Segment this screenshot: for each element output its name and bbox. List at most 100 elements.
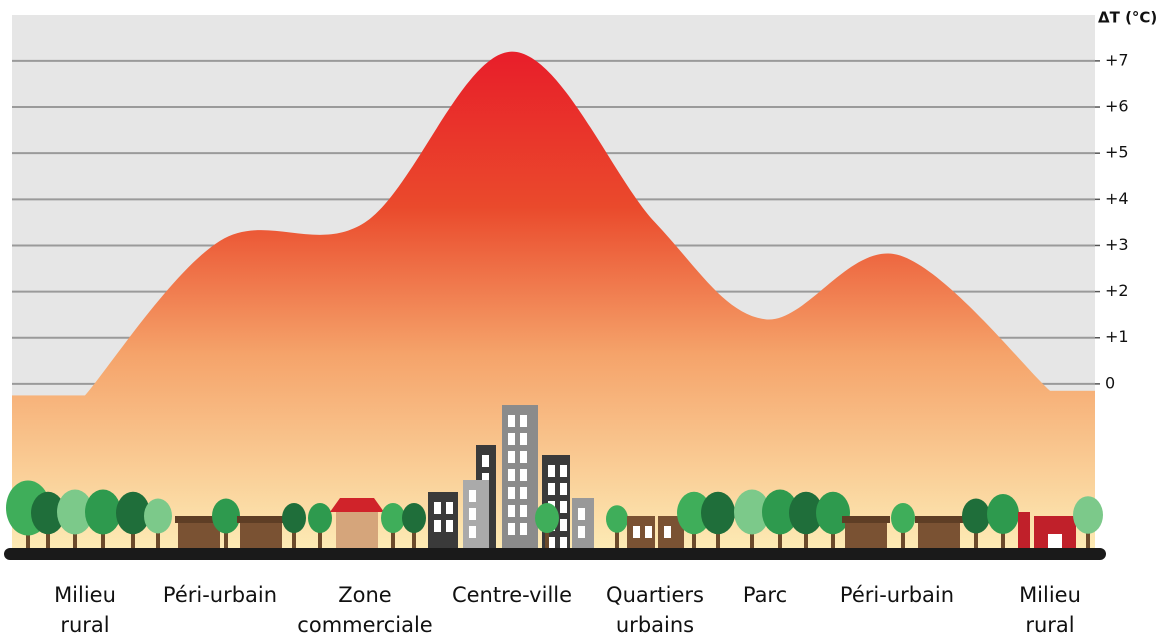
tree: [85, 489, 121, 535]
tree-trunk: [412, 530, 416, 550]
tree-trunk: [224, 530, 228, 550]
tree-trunk: [716, 530, 720, 550]
building: [572, 498, 594, 550]
tree: [116, 491, 150, 535]
window: [508, 415, 515, 427]
window: [469, 508, 476, 520]
barn-door: [1048, 534, 1062, 550]
window: [520, 433, 527, 445]
window: [434, 520, 441, 532]
window: [578, 526, 585, 538]
window: [520, 523, 527, 535]
window: [520, 487, 527, 499]
window: [469, 490, 476, 502]
tree: [308, 503, 332, 533]
tree: [789, 491, 823, 535]
tree: [1073, 496, 1103, 534]
window: [482, 473, 489, 485]
window: [508, 523, 515, 535]
window: [560, 537, 567, 549]
tree-trunk: [831, 530, 835, 550]
tree: [891, 503, 915, 533]
tree-trunk: [73, 530, 77, 550]
tree: [402, 503, 426, 533]
x-category-label: Parc: [742, 583, 788, 607]
window: [633, 526, 640, 538]
window: [578, 508, 585, 520]
tree: [212, 498, 240, 534]
window: [560, 465, 567, 477]
tree: [31, 491, 65, 535]
window: [645, 526, 652, 538]
y-tick-label: +6: [1105, 97, 1129, 116]
tree-trunk: [292, 530, 296, 550]
house-roof: [842, 516, 890, 523]
tree-trunk: [692, 530, 696, 550]
tree-trunk: [101, 530, 105, 550]
tree-trunk: [131, 530, 135, 550]
x-category-label: Péri-urbain: [162, 583, 278, 607]
window: [548, 483, 555, 495]
tree-trunk: [615, 530, 619, 550]
house: [918, 522, 960, 550]
tree-trunk: [545, 530, 549, 550]
y-tick-label: +5: [1105, 143, 1129, 162]
window: [446, 520, 453, 532]
window: [508, 469, 515, 481]
tree: [762, 489, 798, 535]
tree-trunk: [391, 530, 395, 550]
tree-trunk: [156, 530, 160, 550]
window: [548, 465, 555, 477]
tree: [144, 498, 172, 534]
shop: [336, 512, 378, 550]
y-tick-label: 0: [1105, 373, 1115, 392]
window: [508, 487, 515, 499]
window: [520, 415, 527, 427]
house-roof: [915, 516, 963, 523]
house-roof: [237, 516, 285, 523]
window: [560, 483, 567, 495]
y-tick-label: +2: [1105, 281, 1129, 300]
window: [520, 469, 527, 481]
x-category-label: Zone commerciale: [297, 583, 433, 637]
window: [469, 526, 476, 538]
house: [178, 522, 220, 550]
window: [446, 502, 453, 514]
tree: [701, 491, 735, 535]
tree: [987, 494, 1019, 534]
window: [548, 537, 555, 549]
building: [428, 492, 458, 550]
tree: [57, 489, 93, 535]
tree: [282, 503, 306, 533]
tree: [535, 503, 559, 533]
tree: [381, 503, 405, 533]
window: [520, 451, 527, 463]
window: [434, 502, 441, 514]
window: [508, 433, 515, 445]
tree: [734, 489, 770, 535]
tree: [816, 491, 850, 535]
y-tick-label: +3: [1105, 235, 1129, 254]
tree: [962, 498, 990, 534]
tree-trunk: [26, 530, 30, 550]
shop-roof: [330, 498, 384, 512]
tree-trunk: [901, 530, 905, 550]
window: [482, 455, 489, 467]
tree: [677, 491, 711, 535]
tree: [606, 505, 628, 533]
tree-trunk: [804, 530, 808, 550]
window: [520, 505, 527, 517]
chart: ΔT (°C) 0 +1 +2 +3 +4 +5 +6 +7: [4, 9, 1157, 560]
tree-trunk: [974, 530, 978, 550]
window: [664, 526, 671, 538]
tree-trunk: [750, 530, 754, 550]
y-tick-label: +1: [1105, 327, 1129, 346]
house-roof: [175, 516, 223, 523]
window: [560, 501, 567, 513]
tree-trunk: [778, 530, 782, 550]
house: [845, 522, 887, 550]
tree-trunk: [318, 530, 322, 550]
x-category-label: Centre-ville: [451, 583, 573, 607]
tree-trunk: [1086, 530, 1090, 550]
